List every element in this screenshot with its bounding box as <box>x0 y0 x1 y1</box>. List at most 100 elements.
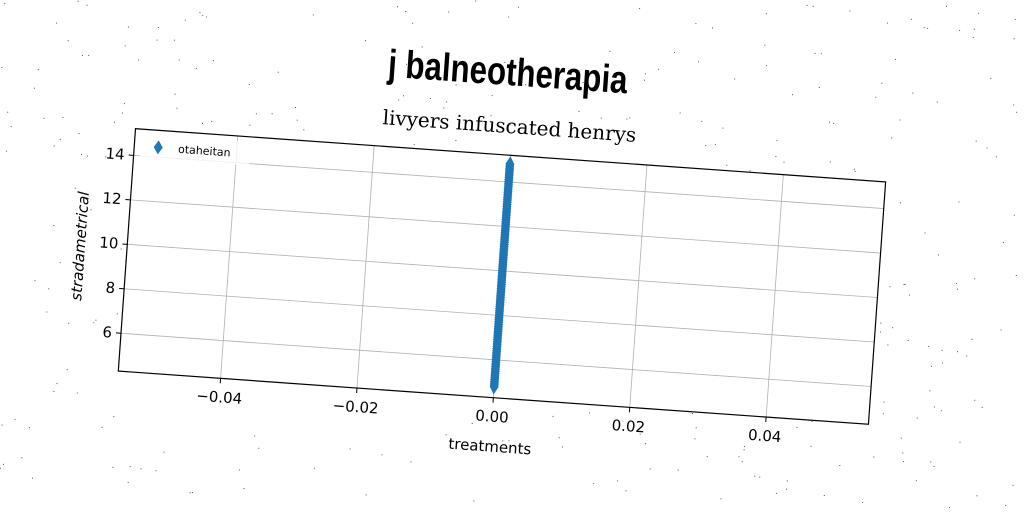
noise-speck <box>966 355 968 357</box>
noise-speck <box>156 39 158 41</box>
noise-speck <box>79 206 81 208</box>
noise-speck <box>446 101 448 103</box>
x-gridline <box>629 164 648 408</box>
noise-speck <box>849 10 851 12</box>
noise-speck <box>639 433 641 435</box>
noise-speck <box>986 147 988 149</box>
noise-speck <box>77 0 79 2</box>
y-tick-label: 14 <box>105 144 125 163</box>
noise-speck <box>958 201 960 203</box>
noise-speck <box>62 116 64 118</box>
noise-speck <box>698 61 700 63</box>
noise-speck <box>295 107 296 108</box>
noise-speck <box>68 322 70 324</box>
noise-speck <box>886 22 888 24</box>
noise-speck <box>312 14 314 16</box>
noise-speck <box>764 44 766 46</box>
noise-speck <box>915 480 917 482</box>
noise-speck <box>86 155 88 157</box>
noise-speck <box>786 488 787 490</box>
chart-title: livyers infuscated henrys <box>382 105 637 147</box>
noise-speck <box>184 19 186 21</box>
noise-speck <box>32 477 33 479</box>
noise-speck <box>127 481 129 483</box>
noise-speck <box>658 68 660 70</box>
noise-speck <box>927 27 929 29</box>
noise-speck <box>53 145 55 147</box>
noise-speck <box>741 461 743 463</box>
noise-speck <box>726 164 728 166</box>
noise-speck <box>176 107 178 109</box>
noise-speck <box>853 168 855 170</box>
noise-speck <box>455 84 457 86</box>
noise-speck <box>271 113 273 115</box>
noise-speck <box>81 154 82 156</box>
noise-speck <box>1005 505 1007 506</box>
noise-speck <box>823 495 825 496</box>
noise-speck <box>199 11 201 13</box>
x-tick-label: −0.04 <box>196 387 243 408</box>
noise-speck <box>873 456 875 458</box>
noise-speck <box>829 161 831 163</box>
noise-speck <box>924 232 926 234</box>
noise-speck <box>421 46 423 48</box>
noise-speck <box>783 161 785 163</box>
noise-speck <box>81 55 83 56</box>
noise-speck <box>66 369 68 371</box>
noise-speck <box>552 415 554 417</box>
noise-speck <box>722 127 724 129</box>
noise-speck <box>238 469 240 471</box>
noise-speck <box>5 150 7 152</box>
noise-speck <box>558 437 560 439</box>
noise-speck <box>28 427 30 429</box>
noise-speck <box>854 170 856 172</box>
noise-speck <box>812 5 814 7</box>
chart-suptitle: j balneotherapia <box>386 41 629 102</box>
noise-speck <box>4 3 6 5</box>
noise-speck <box>1 67 3 68</box>
noise-speck <box>881 82 883 84</box>
noise-speck <box>1 424 3 426</box>
x-tick-label: −0.02 <box>332 396 379 417</box>
noise-speck <box>76 392 78 394</box>
legend: otaheitan <box>139 134 251 166</box>
noise-speck <box>743 449 745 451</box>
noise-speck <box>14 419 16 421</box>
noise-speck <box>21 457 23 459</box>
noise-speck <box>975 140 977 142</box>
noise-speck <box>212 60 214 62</box>
noise-speck <box>775 156 777 157</box>
noise-speck <box>929 390 931 392</box>
noise-speck <box>949 507 950 509</box>
noise-speck <box>887 344 889 346</box>
noise-speck <box>720 498 722 500</box>
noise-speck <box>1002 242 1004 244</box>
noise-speck <box>86 4 88 6</box>
noise-speck <box>365 494 367 496</box>
noise-speck <box>900 437 902 439</box>
noise-speck <box>445 434 447 436</box>
noise-speck <box>907 340 909 341</box>
noise-speck <box>364 40 366 42</box>
noise-speck <box>248 84 250 86</box>
noise-speck <box>714 144 716 146</box>
noise-speck <box>178 59 180 61</box>
noise-speck <box>123 103 125 105</box>
noise-speck <box>829 121 831 123</box>
noise-speck <box>405 11 407 12</box>
noise-speck <box>95 319 97 321</box>
noise-speck <box>694 438 696 440</box>
noise-speck <box>976 495 978 497</box>
noise-speck <box>53 390 55 392</box>
noise-speck <box>712 27 713 29</box>
noise-speck <box>818 87 820 88</box>
noise-speck <box>313 467 315 469</box>
noise-speck <box>765 13 767 15</box>
series-otaheitan <box>489 156 515 395</box>
noise-speck <box>956 283 957 285</box>
noise-speck <box>508 16 510 18</box>
noise-speck <box>277 71 279 73</box>
noise-speck <box>475 0 477 2</box>
noise-speck <box>629 117 631 119</box>
noise-speck <box>10 126 12 128</box>
